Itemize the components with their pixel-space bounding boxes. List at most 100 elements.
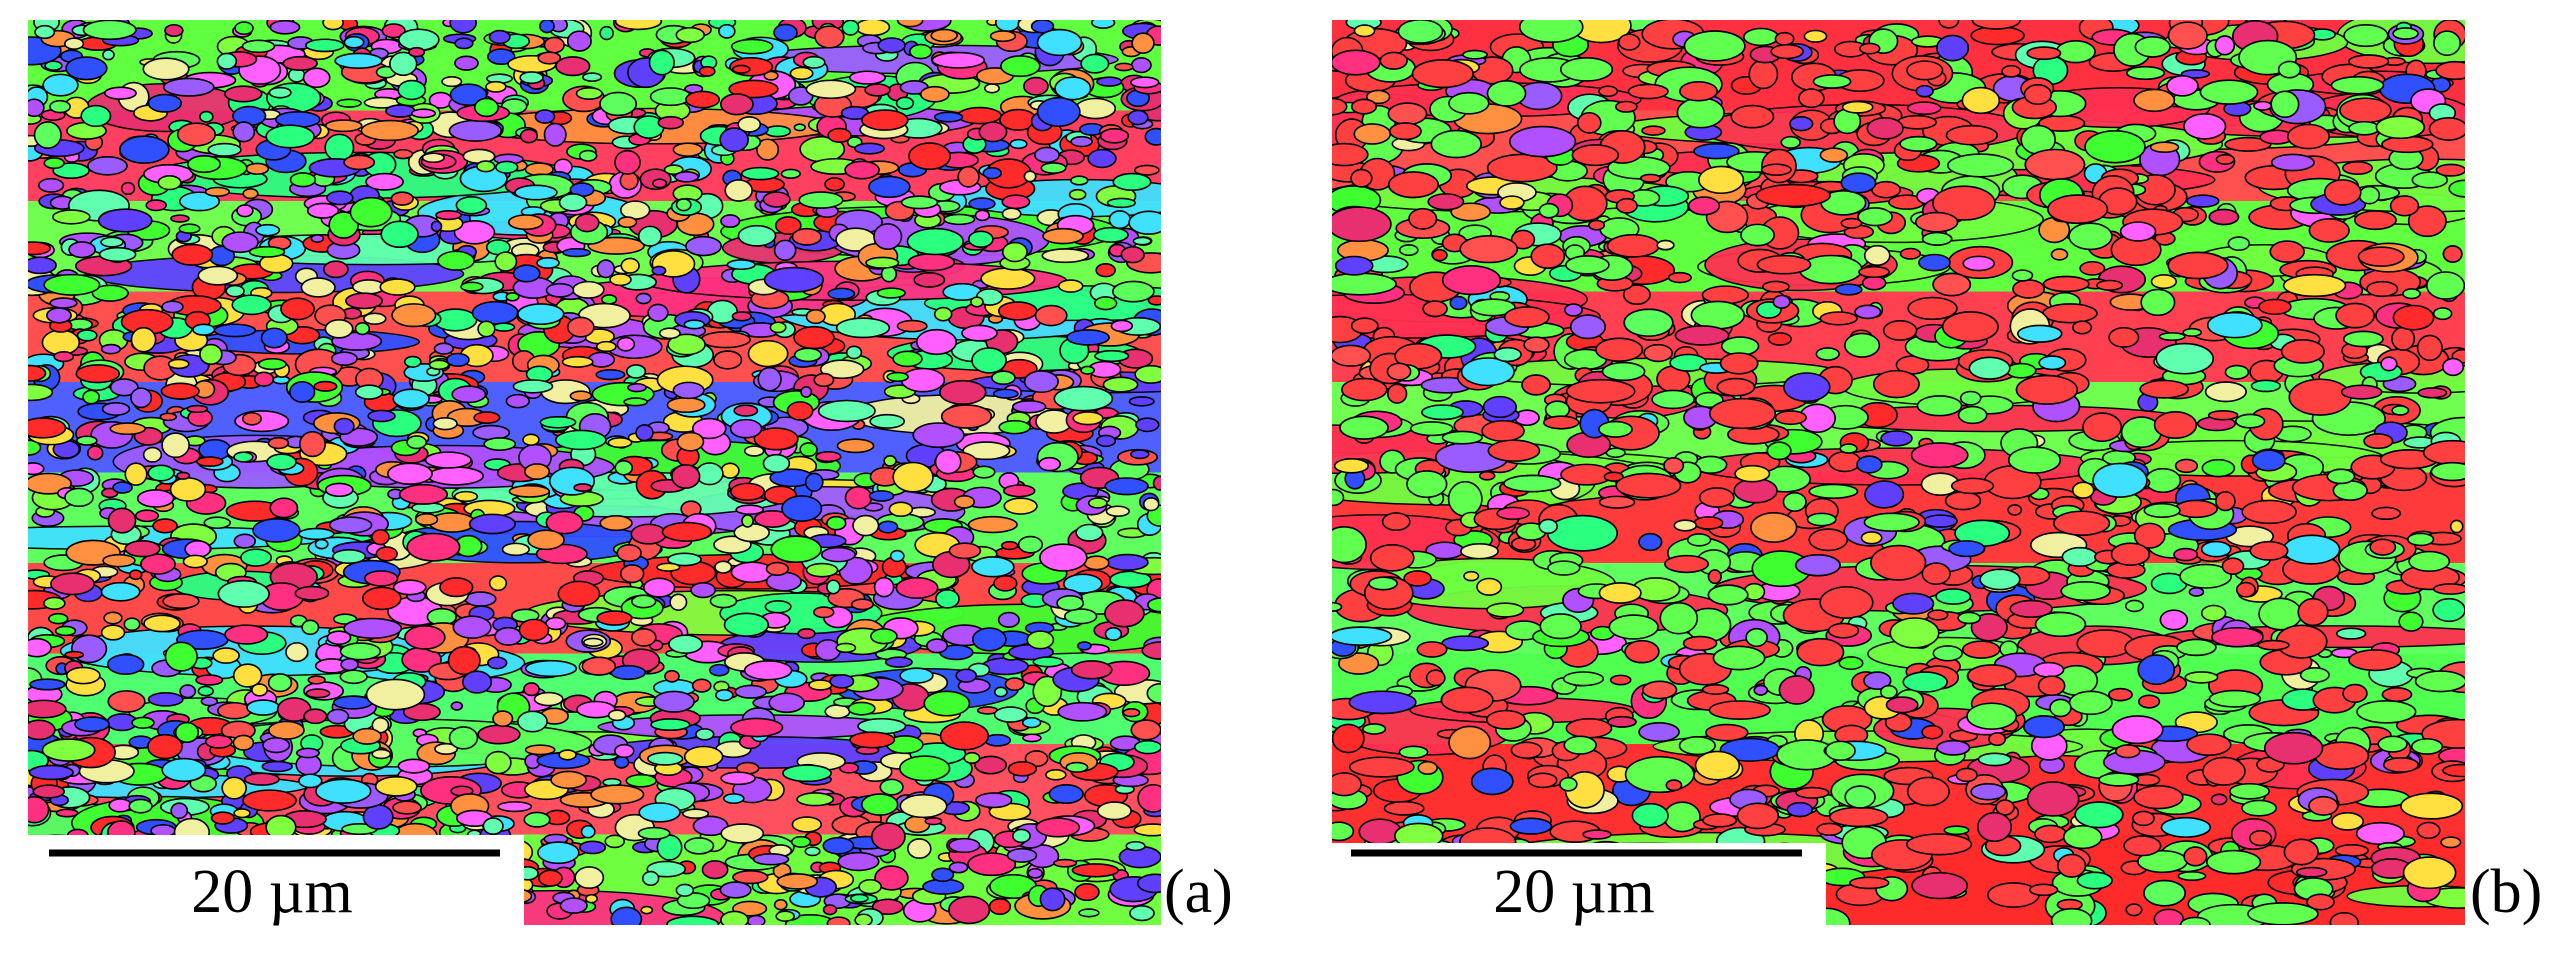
grain	[844, 485, 873, 510]
grain	[131, 716, 155, 729]
grain	[360, 119, 419, 142]
grain	[838, 762, 860, 774]
grain	[808, 679, 833, 691]
grain	[2009, 599, 2053, 618]
grain	[728, 79, 779, 99]
grain	[1062, 573, 1103, 594]
grain	[43, 596, 66, 610]
grain	[2448, 179, 2465, 198]
grain	[2356, 699, 2417, 724]
grain	[28, 364, 47, 382]
grain	[339, 669, 368, 685]
grain	[1421, 404, 1464, 421]
grain	[1431, 248, 1448, 262]
grain	[1366, 89, 1391, 105]
grain	[1071, 863, 1120, 878]
grain	[826, 579, 841, 595]
grain	[599, 25, 614, 41]
grain	[1026, 630, 1055, 650]
grain	[691, 678, 712, 693]
grain	[207, 142, 242, 157]
grain	[836, 438, 875, 454]
grain	[1332, 601, 1343, 612]
grain	[2306, 893, 2335, 911]
grain	[1485, 709, 1526, 730]
grain	[730, 38, 774, 55]
grain	[909, 43, 933, 60]
grain	[730, 717, 784, 738]
grain	[931, 867, 955, 883]
grain	[1486, 153, 1558, 183]
grain	[1778, 675, 1815, 705]
grain	[906, 227, 964, 256]
grain	[1144, 127, 1161, 146]
grain	[519, 71, 544, 85]
grain	[519, 128, 538, 144]
grain	[1762, 280, 1790, 293]
grain	[1053, 858, 1078, 868]
grain	[782, 764, 832, 783]
grain	[302, 67, 331, 89]
grain	[1114, 62, 1134, 72]
grain	[934, 449, 962, 475]
grain	[28, 241, 52, 256]
grain	[2371, 506, 2402, 521]
grain	[620, 257, 640, 274]
grain	[737, 116, 762, 133]
grain	[2270, 153, 2315, 172]
grain	[2377, 735, 2408, 753]
grain	[1943, 825, 1970, 836]
grain	[261, 760, 293, 773]
grain	[933, 111, 964, 123]
grain	[2426, 271, 2465, 300]
grain	[1923, 514, 1959, 528]
grain	[879, 778, 904, 796]
grain	[328, 516, 373, 534]
grain	[176, 471, 191, 480]
grain	[260, 327, 288, 349]
grain	[967, 515, 1018, 534]
grain	[752, 853, 790, 866]
grain	[106, 653, 145, 676]
grain	[1422, 300, 1448, 318]
grain	[545, 282, 575, 298]
grain	[450, 701, 464, 711]
grain	[1459, 234, 1519, 264]
grain	[558, 749, 577, 761]
grain	[569, 390, 593, 402]
grain	[1948, 540, 1986, 558]
grain	[948, 837, 981, 854]
grain	[1828, 451, 1862, 473]
grain	[447, 645, 481, 676]
grain	[2241, 799, 2278, 817]
grain	[267, 436, 290, 450]
grain	[324, 119, 363, 133]
grain	[658, 327, 681, 340]
grain	[1539, 613, 1582, 640]
grain	[1045, 769, 1067, 781]
grain	[773, 23, 798, 42]
grain	[204, 186, 231, 197]
grain	[1087, 497, 1108, 509]
grain	[587, 236, 645, 255]
grain	[80, 104, 112, 128]
grain	[98, 246, 137, 263]
grain	[1509, 125, 1577, 158]
grain	[858, 878, 883, 895]
grain	[1090, 20, 1116, 29]
grain	[1686, 533, 1712, 547]
grain	[726, 259, 756, 271]
grain	[1538, 518, 1558, 535]
grain	[1861, 275, 1887, 291]
grain	[868, 175, 911, 199]
grain	[649, 87, 692, 107]
grain	[186, 404, 209, 414]
grain	[430, 220, 443, 233]
grain	[1966, 702, 2018, 730]
grain	[1921, 724, 1944, 740]
grain	[1147, 295, 1161, 306]
grain	[2402, 856, 2457, 890]
grain	[1936, 739, 1971, 756]
grain	[939, 379, 987, 405]
